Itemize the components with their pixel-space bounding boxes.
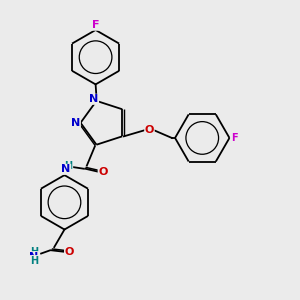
Text: F: F	[231, 133, 238, 143]
Text: O: O	[98, 167, 108, 177]
Text: O: O	[64, 247, 74, 257]
Text: H: H	[64, 160, 73, 170]
Text: O: O	[145, 125, 154, 135]
Text: F: F	[92, 20, 99, 30]
Text: N: N	[29, 252, 39, 262]
Text: H: H	[30, 256, 38, 266]
Text: N: N	[71, 118, 80, 128]
Text: N: N	[89, 94, 98, 104]
Text: H: H	[30, 247, 38, 257]
Text: N: N	[61, 164, 71, 174]
